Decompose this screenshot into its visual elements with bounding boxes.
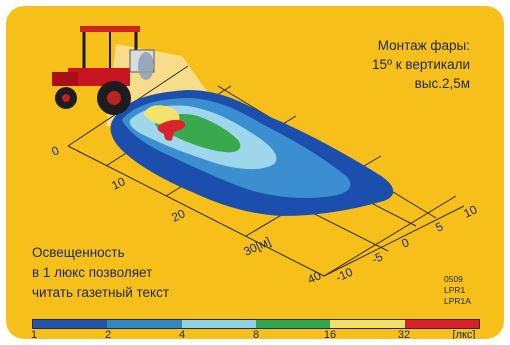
lux-color-scale <box>32 319 480 329</box>
scale-segment-4 <box>255 320 331 328</box>
code-3: LPR1A <box>444 296 471 306</box>
note-line-1: Освещенность <box>32 245 125 260</box>
scale-label-4: 4 <box>178 329 186 339</box>
scale-labels: 1 2 4 8 16 32 [лкс] <box>6 329 504 339</box>
caption-line-1: Монтаж фары: <box>377 38 470 53</box>
scale-label-32: 32 <box>397 329 411 339</box>
code-2: LPR1 <box>444 285 466 295</box>
scale-label-16: 16 <box>323 329 337 339</box>
scale-segment-1 <box>33 320 108 328</box>
scale-unit-label: [лкс] <box>452 329 476 339</box>
light-pattern-scene: 0 10 20 30[м] 40 10 5 0 -5 -10 <box>49 26 480 287</box>
scale-label-8: 8 <box>252 329 260 339</box>
note-line-3: читать газетный текст <box>32 285 170 300</box>
lateral-tick-minus10: -10 <box>333 265 355 285</box>
distance-tick-10: 10 <box>109 174 127 192</box>
distance-tick-0: 0 <box>49 143 61 159</box>
distance-tick-40: 40 <box>305 268 323 286</box>
scale-segment-2 <box>107 320 182 328</box>
tractor-illustration <box>52 26 155 115</box>
code-1: 0509 <box>444 274 463 284</box>
note-line-2: в 1 люкс позволяет <box>32 265 153 280</box>
lateral-tick-5: 5 <box>433 219 445 235</box>
illuminance-note: Освещенность в 1 люкс позволяет читать г… <box>32 243 252 303</box>
diagram-card: 0 10 20 30[м] 40 10 5 0 -5 -10 Монтаж фа… <box>6 6 504 339</box>
lateral-tick-10: 10 <box>461 202 479 220</box>
scale-label-1: 1 <box>30 329 38 339</box>
product-codes: 0509 LPR1 LPR1A <box>444 274 494 307</box>
distance-tick-20: 20 <box>169 206 187 224</box>
mounting-caption: Монтаж фары: 15º к вертикали выс.2,5м <box>270 36 470 93</box>
contour-32-lux <box>157 119 186 141</box>
scale-segment-3 <box>181 320 256 328</box>
scale-segment-6 <box>404 320 479 328</box>
caption-line-2: 15º к вертикали <box>372 57 470 72</box>
lateral-tick-minus5: -5 <box>369 249 385 266</box>
scale-label-2: 2 <box>104 329 112 339</box>
caption-line-3: выс.2,5м <box>414 76 470 91</box>
scale-segment-5 <box>330 320 405 328</box>
lateral-tick-0: 0 <box>399 235 411 251</box>
